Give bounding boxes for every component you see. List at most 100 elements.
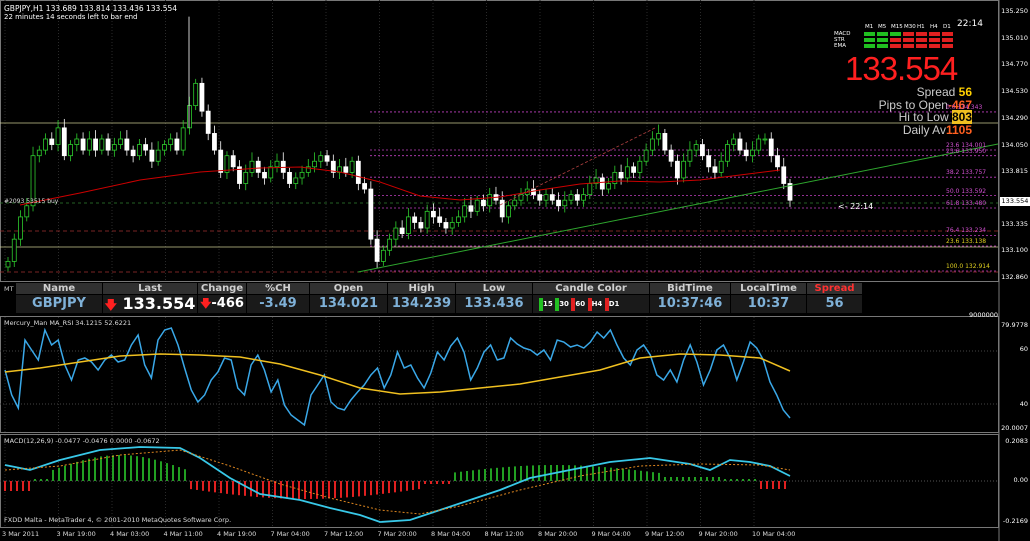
- tf-signal-cell: [864, 32, 875, 36]
- candle-body: [618, 171, 624, 179]
- tf-signal-cell: [942, 32, 953, 36]
- candle-body: [668, 149, 674, 162]
- tf-header: M1: [865, 24, 874, 30]
- price-axis-label: 134.050: [1001, 140, 1028, 149]
- rsi-axis-bottom: 20.0007: [1001, 424, 1028, 432]
- header-candle-color: Candle Color: [533, 283, 649, 294]
- header-low: Low: [456, 283, 532, 294]
- candle-body: [86, 138, 92, 151]
- candle-body: [606, 183, 611, 190]
- candle-body: [249, 160, 255, 173]
- candle-body: [168, 138, 174, 145]
- candle-body: [599, 177, 605, 190]
- fib-label: 0.0 134.343: [946, 103, 983, 111]
- candle-body: [49, 138, 55, 145]
- candle-body: [587, 183, 593, 196]
- bar-countdown-text: 22 minutes 14 seconds left to bar end: [4, 13, 138, 21]
- copyright-text: FXDD Malta - MetaTrader 4, © 2001-2010 M…: [4, 516, 232, 524]
- tf-signal-cell: [929, 32, 940, 36]
- pips-to-open-label: Pips to Open: [878, 97, 948, 112]
- candle-color-bar: [571, 297, 576, 311]
- candle-body: [237, 166, 242, 184]
- tf-signal-cell: [916, 38, 927, 42]
- tf-signal-cell: [929, 44, 940, 48]
- candle-body: [506, 205, 511, 218]
- candle-body: [355, 160, 361, 184]
- candle-body: [136, 144, 142, 157]
- candle-body: [374, 238, 380, 262]
- candle-body: [537, 194, 543, 201]
- high-value: 134.239: [388, 295, 455, 313]
- time-axis-label: 7 Mar 12:00: [324, 530, 364, 538]
- candle-body: [324, 155, 330, 162]
- candle-body: [312, 160, 317, 168]
- trend-line: [357, 143, 999, 273]
- candle-body: [712, 166, 718, 173]
- candle-body: [11, 238, 17, 262]
- candle-body: [362, 183, 367, 190]
- fib-label: 61.8 133.480: [946, 199, 987, 207]
- candle-body: [481, 199, 486, 207]
- moving-average-line: [19, 166, 781, 206]
- candle-body: [643, 149, 649, 162]
- tf-signal-cell: [929, 38, 940, 42]
- fib-label: 23.6 133.138: [946, 238, 987, 246]
- candle-color-values: 15 30 60 H4 D1: [533, 295, 649, 313]
- low-value: 133.436: [456, 295, 532, 313]
- candle-body: [449, 222, 455, 229]
- daily-average-label: Daily Av: [902, 122, 946, 137]
- time-axis-label: 9 Mar 12:00: [645, 530, 685, 538]
- candle-body: [318, 155, 324, 162]
- candle-body: [274, 160, 280, 168]
- candle-body: [737, 138, 743, 151]
- rsi-indicator: [0, 327, 998, 427]
- candle-body: [543, 194, 549, 201]
- rsi-ma-line: [4, 353, 791, 395]
- price-axis-label: 133.815: [1001, 166, 1028, 175]
- candle-body: [574, 194, 580, 201]
- time-axis-label: 7 Mar 20:00: [377, 530, 417, 538]
- symbol-name[interactable]: GBPJPY: [16, 295, 102, 313]
- spread-label: Spread: [916, 85, 956, 99]
- price-axis-label: 133.100: [1001, 246, 1028, 255]
- candle-body: [80, 138, 86, 151]
- candle-body: [218, 149, 224, 173]
- candle-body: [36, 149, 42, 157]
- daily-average-value: 1105: [945, 122, 972, 137]
- chart-symbol-info: GBPJPY,H1 133.689 133.814 133.436 133.55…: [4, 4, 178, 13]
- candle-body: [187, 105, 192, 129]
- candle-body: [287, 171, 292, 184]
- candle-body: [224, 155, 230, 173]
- candle-body: [568, 194, 574, 201]
- candle-body: [581, 194, 586, 201]
- candle-body: [5, 261, 11, 268]
- candle-body: [612, 171, 618, 184]
- tf-signal-cell: [942, 38, 953, 42]
- candle-body: [149, 149, 155, 162]
- spread-value-cell: 56: [807, 295, 862, 313]
- time-axis-label: 3 Mar 2011: [2, 530, 40, 538]
- candle-body: [161, 144, 167, 151]
- candle-body: [706, 155, 712, 168]
- timeframe-signal-grid: M1 M5 M15 M30 H1 H4 D1 MACD STR EMA 22:14: [830, 18, 983, 58]
- time-axis-label: 9 Mar 20:00: [698, 530, 738, 538]
- open-value: 134.021: [310, 295, 387, 313]
- candle-body: [155, 149, 161, 162]
- candle-body: [768, 138, 774, 157]
- candle-tf-d1: D1: [608, 300, 620, 308]
- tf-signal-cell: [877, 44, 888, 48]
- time-axis-label: 8 Mar 04:00: [431, 530, 471, 538]
- candle-body: [255, 160, 261, 173]
- trend-lines: [357, 127, 999, 273]
- candle-color-bar: [587, 297, 592, 311]
- candle-body: [431, 210, 436, 218]
- candle-body: [55, 127, 61, 145]
- ma-polyline: [19, 166, 781, 206]
- candle-body: [99, 138, 105, 151]
- candle-body: [474, 199, 480, 212]
- candle-body: [143, 144, 149, 151]
- order-label[interactable]: #2093 53515 buy: [4, 198, 59, 205]
- change-number: -466: [211, 296, 244, 311]
- candle-body: [280, 160, 286, 173]
